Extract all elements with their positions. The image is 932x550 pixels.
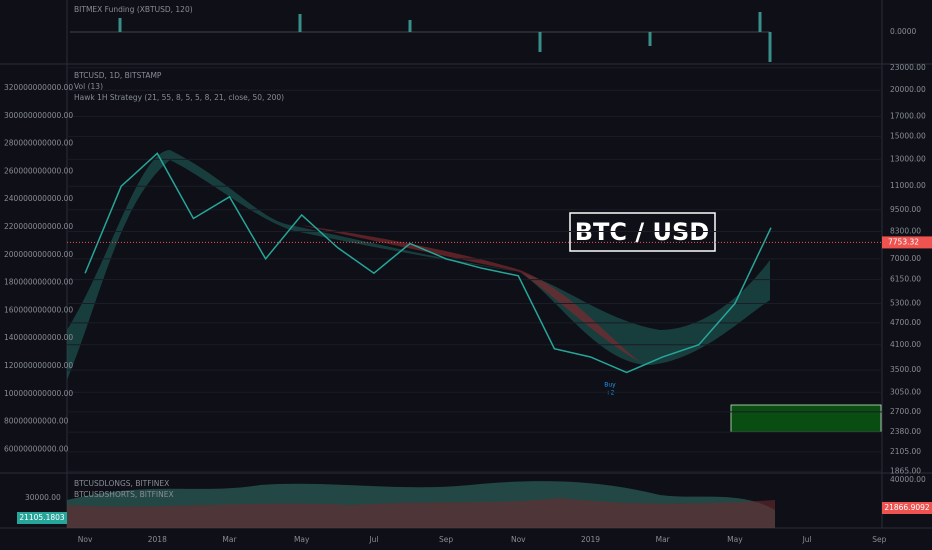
y-tick-label: 0.0000 [890, 27, 916, 36]
volume-tick-label: 60000000000.00 [4, 444, 69, 453]
x-tick-label: 2019 [581, 535, 600, 544]
volume-tick-label: 240000000000.00 [4, 194, 73, 203]
volume-tick-label: 200000000000.00 [4, 250, 73, 259]
value-badge [882, 502, 932, 514]
volume-tick-label: 300000000000.00 [4, 111, 73, 120]
volume-tick-label: 280000000000.00 [4, 139, 73, 148]
funding-bars [118, 12, 772, 62]
value-label: 21105.1803 [19, 513, 65, 522]
price-badge [882, 236, 932, 249]
y-tick-label: 4100.00 [890, 340, 921, 349]
pane-title: BITMEX Funding (XBTUSD, 120) [74, 5, 193, 14]
volume-tick-label: 180000000000.00 [4, 278, 73, 287]
annotation: BTC / USD [575, 218, 709, 246]
y-tick-label: 9500.00 [890, 205, 921, 214]
volume-tick-label: 220000000000.00 [4, 222, 73, 231]
indicator-label: Hawk 1H Strategy (21, 55, 8, 5, 5, 8, 21… [74, 93, 284, 102]
y-tick-label: 2380.00 [890, 427, 921, 436]
x-tick-label: Jul [802, 535, 812, 544]
y-tick-label: 1865.00 [890, 466, 921, 475]
x-tick-label: May [294, 535, 310, 544]
y-tick-label: 6150.00 [890, 275, 921, 284]
buy-label: +2 [606, 390, 615, 397]
last-price-label: 7753.32 [888, 237, 919, 246]
x-tick-label: Nov [78, 535, 93, 544]
volume-tick-label: 100000000000.00 [4, 389, 73, 398]
annotation-box [569, 212, 716, 252]
volume-tick-label: 80000000000.00 [4, 417, 69, 426]
x-tick-label: Sep [439, 535, 453, 544]
y-tick-label: 30000.00 [25, 493, 61, 502]
y-tick-label: 17000.00 [890, 111, 926, 120]
x-tick-label: May [727, 535, 743, 544]
target-zone [730, 404, 882, 433]
volume-tick-label: 140000000000.00 [4, 333, 73, 342]
y-tick-label: 7000.00 [890, 254, 921, 263]
shorts-area [67, 498, 775, 528]
x-tick-label: Mar [656, 535, 671, 544]
indicator-label: Vol (13) [74, 82, 103, 91]
x-tick-label: Nov [511, 535, 526, 544]
legend-label: BTCUSDLONGS, BITFINEX [74, 479, 169, 488]
y-tick-label: 8300.00 [890, 226, 921, 235]
x-tick-label: 2018 [148, 535, 167, 544]
volume-tick-label: 160000000000.00 [4, 305, 73, 314]
chart-title: BTCUSD, 1D, BITSTAMP [74, 71, 162, 80]
x-tick-label: Sep [872, 535, 886, 544]
y-tick-label: 3050.00 [890, 387, 921, 396]
y-tick-label: 4700.00 [890, 318, 921, 327]
y-tick-label: 11000.00 [890, 181, 926, 190]
y-tick-label: 20000.00 [890, 85, 926, 94]
y-tick-label: 23000.00 [890, 63, 926, 72]
price-line [84, 152, 772, 374]
legend-label: BTCUSDSHORTS, BITFINEX [74, 490, 174, 499]
y-tick-label: 3500.00 [890, 365, 921, 374]
value-badge [17, 512, 67, 524]
volume-tick-label: 260000000000.00 [4, 166, 73, 175]
y-tick-label: 15000.00 [890, 131, 926, 140]
y-tick-label: 5300.00 [890, 299, 921, 308]
y-tick-label: 2105.00 [890, 447, 921, 456]
value-label: 21866.9092 [884, 503, 930, 512]
volume-tick-label: 120000000000.00 [4, 361, 73, 370]
y-tick-label: 2700.00 [890, 407, 921, 416]
volume-tick-label: 320000000000.00 [4, 83, 73, 92]
y-tick-label: 13000.00 [890, 154, 926, 163]
buy-label: Buy [604, 382, 616, 389]
x-tick-label: Jul [368, 535, 378, 544]
y-tick-label: 40000.00 [890, 475, 926, 484]
x-tick-label: Mar [222, 535, 237, 544]
